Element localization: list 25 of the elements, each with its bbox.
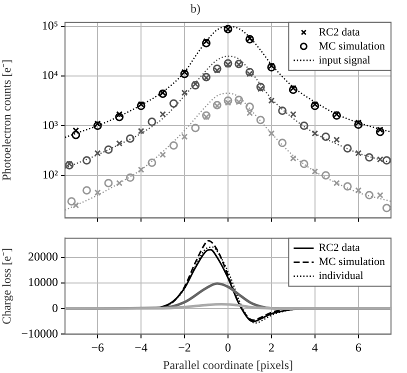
x-axis-title: Parallel coordinate [pixels] [163, 358, 293, 372]
legend-label: individual [318, 270, 364, 282]
x-tick-label: 6 [355, 340, 362, 355]
y-tick-label: 10⁵ [42, 18, 58, 32]
y-tick-label: 10⁴ [42, 68, 58, 82]
legend-label: RC2 data [318, 242, 360, 254]
y-tick-label: 20000 [28, 250, 58, 264]
x-tick-label: 2 [268, 340, 274, 355]
y-tick-label: 10000 [28, 275, 58, 290]
legend-label: MC simulation [318, 256, 386, 268]
y-tick-label: 10² [42, 168, 58, 182]
y-axis-title: Photoelectron counts [e⁻] [0, 59, 14, 181]
y-tick-label: 0 [52, 300, 58, 315]
x-tick-label: −2 [178, 340, 191, 355]
y-tick-label: −10000 [21, 326, 58, 340]
x-tick-label: −4 [134, 340, 148, 355]
legend-label: RC2 data [318, 26, 360, 38]
legend-label: MC simulation [318, 40, 386, 52]
chart-title: b) [190, 1, 200, 16]
y-tick-label: 10³ [42, 118, 58, 132]
x-tick-label: 0 [225, 340, 231, 355]
y-axis-title: Charge loss [e⁻] [0, 248, 14, 324]
x-tick-label: 4 [312, 340, 318, 355]
x-tick-label: −6 [91, 340, 104, 355]
legend-label: input signal [318, 54, 370, 66]
